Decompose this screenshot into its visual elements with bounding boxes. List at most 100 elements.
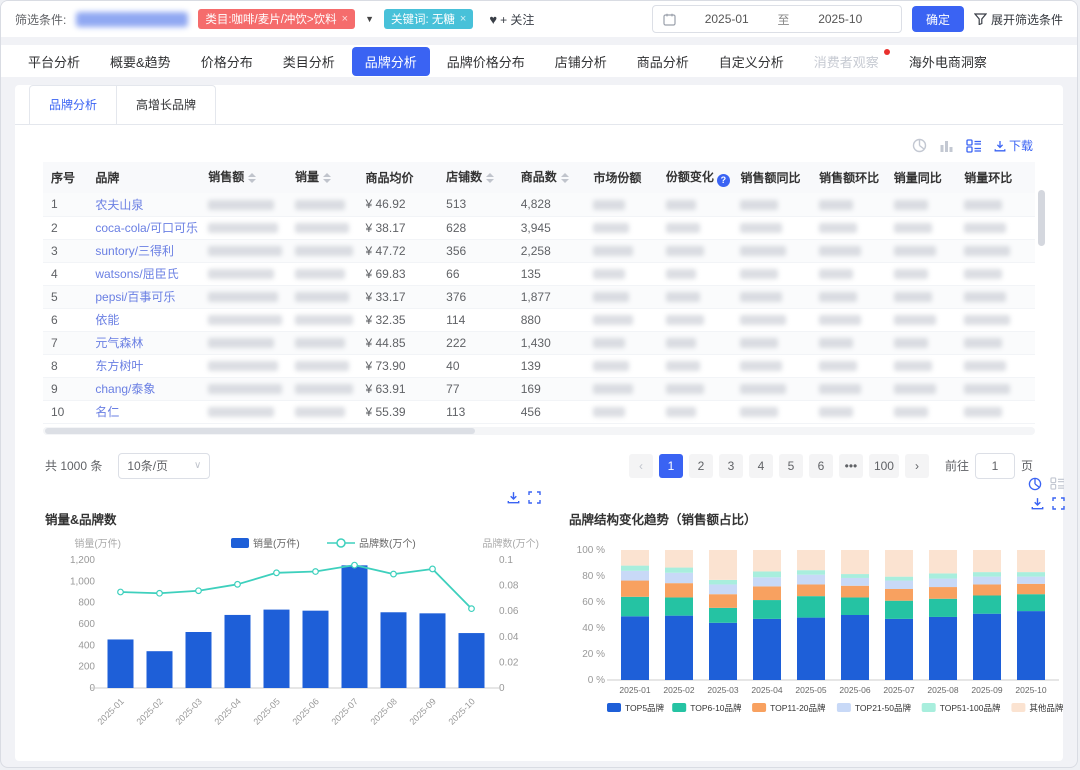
pie-chart-icon[interactable] xyxy=(1028,477,1042,494)
download-icon[interactable] xyxy=(507,491,520,507)
table-toolbar: 下载 xyxy=(45,137,1033,154)
brand-link[interactable]: 东方树叶 xyxy=(95,359,144,373)
sort-icon[interactable] xyxy=(560,169,569,187)
brand-link[interactable]: pepsi/百事可乐 xyxy=(95,290,176,304)
close-icon[interactable]: × xyxy=(459,13,467,25)
main-tab-9[interactable]: 自定义分析 xyxy=(718,54,784,70)
bar-chart-icon[interactable] xyxy=(939,138,954,153)
date-range-picker[interactable]: 2025-01 至 2025-10 xyxy=(651,5,902,33)
confirm-button[interactable]: 确定 xyxy=(911,6,964,32)
main-tab-2[interactable]: 概要&趋势 xyxy=(110,54,171,70)
main-tab-7[interactable]: 店铺分析 xyxy=(554,54,607,70)
redacted-value xyxy=(893,315,936,326)
expand-filters-button[interactable]: 展开筛选条件 xyxy=(973,11,1063,28)
download-icon[interactable] xyxy=(1031,497,1044,513)
main-tab-10[interactable]: 消费者观察 xyxy=(801,47,892,76)
sub-tab-1[interactable]: 品牌分析 xyxy=(29,85,118,124)
category-filter-tag[interactable]: 类目:咖啡/麦片/冲饮>饮料 × xyxy=(198,9,356,29)
prev-page-button[interactable]: ‹ xyxy=(628,453,653,478)
page-button-3[interactable]: 3 xyxy=(718,453,743,478)
redacted-value xyxy=(593,269,626,280)
cell-avg_price: ¥ 47.72 xyxy=(357,239,439,263)
cell-sales_mom xyxy=(811,354,886,378)
page-button-100[interactable]: 100 xyxy=(868,453,899,478)
sub-tab-2[interactable]: 高增长品牌 xyxy=(117,85,217,124)
scrollbar-thumb[interactable] xyxy=(45,427,475,434)
fullscreen-icon[interactable] xyxy=(1052,496,1065,513)
page-button-1[interactable]: 1 xyxy=(658,453,683,478)
main-tab-3[interactable]: 价格分布 xyxy=(200,54,253,70)
page-button-2[interactable]: 2 xyxy=(688,453,713,478)
brand-link[interactable]: 元气森林 xyxy=(95,336,144,350)
caret-down-icon[interactable]: ▼ xyxy=(365,14,375,24)
pie-chart-icon[interactable] xyxy=(912,138,927,153)
vertical-scrollbar[interactable] xyxy=(1038,190,1045,246)
main-tab-5[interactable]: 品牌分析 xyxy=(351,46,430,76)
redacted-value xyxy=(665,292,700,303)
brand-link[interactable]: 依能 xyxy=(95,313,120,327)
brand-link[interactable]: suntory/三得利 xyxy=(95,244,175,258)
fullscreen-icon[interactable] xyxy=(528,490,541,507)
svg-text:0.1: 0.1 xyxy=(499,555,513,566)
redacted-value xyxy=(593,200,626,211)
brand-link[interactable]: 农夫山泉 xyxy=(95,197,144,212)
column-header-shops[interactable]: 店铺数 xyxy=(438,162,513,193)
cell-products: 139 xyxy=(512,354,586,378)
brand-link[interactable]: 名仁 xyxy=(95,405,120,419)
redacted-value xyxy=(819,292,858,303)
cell-volume xyxy=(286,308,358,332)
main-tab-4[interactable]: 类目分析 xyxy=(282,54,335,70)
more-pages-button[interactable]: ••• xyxy=(838,453,863,478)
svg-text:2025-01: 2025-01 xyxy=(95,696,125,726)
brand-link[interactable]: coca-cola/可口可乐 xyxy=(95,221,199,235)
download-button[interactable]: 下载 xyxy=(994,137,1033,154)
date-end-value[interactable]: 2025-10 xyxy=(818,12,863,26)
redacted-value xyxy=(819,361,858,372)
page-size-select[interactable]: 10条/页 ∨ xyxy=(118,452,211,479)
cell-avg_price: ¥ 32.35 xyxy=(357,308,439,332)
brand-link[interactable]: chang/泰象 xyxy=(95,382,156,396)
main-tab-8[interactable]: 商品分析 xyxy=(636,54,689,70)
redacted-value xyxy=(208,246,283,257)
column-header-sales[interactable]: 销售额 xyxy=(200,162,287,193)
cell-avg_price: ¥ 33.17 xyxy=(357,285,439,309)
close-icon[interactable]: × xyxy=(341,13,349,25)
main-tab-1[interactable]: 平台分析 xyxy=(28,54,81,70)
cell-sales xyxy=(200,239,287,263)
main-tab-11[interactable]: 海外电商洞察 xyxy=(908,54,987,70)
cell-avg_price: ¥ 44.85 xyxy=(357,331,439,355)
cell-volume xyxy=(286,239,358,263)
brand-link[interactable]: watsons/屈臣氏 xyxy=(95,267,179,281)
redacted-value xyxy=(893,246,936,257)
cell-sales_yoy xyxy=(732,216,812,240)
grid-icon[interactable] xyxy=(1050,476,1065,494)
sort-icon[interactable] xyxy=(248,169,257,187)
sort-icon[interactable] xyxy=(322,169,331,187)
cell-avg_price: ¥ 69.83 xyxy=(357,262,439,286)
page-button-5[interactable]: 5 xyxy=(778,453,803,478)
cell-brand: 名仁 xyxy=(87,400,201,424)
download-icon xyxy=(994,140,1006,151)
cell-sales_yoy xyxy=(732,285,812,309)
svg-text:2025-03: 2025-03 xyxy=(707,685,738,695)
page-button-6[interactable]: 6 xyxy=(808,453,833,478)
next-page-button[interactable]: › xyxy=(904,453,929,478)
goto-page-input[interactable] xyxy=(974,452,1015,479)
cell-brand: coca-cola/可口可乐 xyxy=(87,216,201,240)
cell-sales_mom xyxy=(811,239,886,263)
column-header-products[interactable]: 商品数 xyxy=(512,162,586,193)
follow-button[interactable]: ♥ + 关注 xyxy=(489,11,534,28)
table-row: 10 名仁 ¥ 55.39 113 456 xyxy=(43,400,1035,424)
horizontal-scrollbar[interactable] xyxy=(43,426,1035,435)
redacted-value xyxy=(665,223,700,234)
page-button-4[interactable]: 4 xyxy=(748,453,773,478)
column-header-volume[interactable]: 销量 xyxy=(286,162,358,193)
date-start-value[interactable]: 2025-01 xyxy=(704,12,749,26)
table-grid-icon[interactable] xyxy=(966,138,982,153)
svg-text:2025-04: 2025-04 xyxy=(212,696,242,726)
table-row: 1 农夫山泉 ¥ 46.92 513 4,828 xyxy=(43,193,1035,217)
info-icon[interactable]: ? xyxy=(716,174,730,187)
keyword-filter-tag[interactable]: 关键词: 无糖 × xyxy=(384,9,474,29)
main-tab-6[interactable]: 品牌价格分布 xyxy=(446,54,525,70)
sort-icon[interactable] xyxy=(486,169,495,187)
